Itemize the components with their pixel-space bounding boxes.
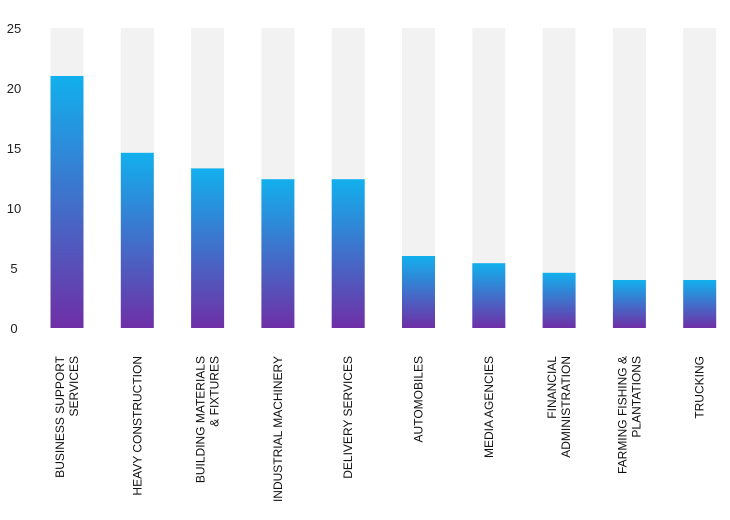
bar [50,76,84,328]
x-tick-label: ADMINISTRATION [559,356,573,458]
bar [261,179,295,328]
x-tick-label: & FIXTURES [208,356,222,427]
bar [191,168,225,328]
x-tick-label: SERVICES [67,356,81,416]
x-tick-label: HEAVY CONSTRUCTION [130,356,144,496]
y-tick-label: 25 [7,21,21,36]
x-tick-label: PLANTATIONS [629,356,643,438]
y-tick-label: 15 [7,141,21,156]
bar-background [683,28,717,328]
x-axis: BUSINESS SUPPORT SERVICES HEAVY CONSTRUCTI… [53,355,707,502]
x-tick-label: FARMING FISHING & [615,356,629,474]
x-tick-label: AUTOMOBILES [412,356,426,442]
bar [683,280,717,328]
plot-area [50,28,717,328]
x-tick-label: INDUSTRIAL MACHINERY [271,356,285,502]
bar [542,272,576,328]
bar [331,179,365,328]
bar [472,263,506,328]
bar-background [612,28,646,328]
x-tick-label: MEDIA AGENCIES [482,356,496,458]
bar [612,280,646,328]
y-tick-label: 5 [10,261,17,276]
bar [120,152,154,328]
x-tick-label: FINANCIAL [545,356,559,419]
y-axis: 0 5 10 15 20 25 [7,21,21,336]
y-tick-label: 10 [7,201,21,216]
bar [402,256,435,328]
x-tick-label: TRUCKING [693,356,707,419]
x-tick-label: DELIVERY SERVICES [341,356,355,479]
x-tick-label: BUILDING MATERIALS [194,356,208,483]
y-tick-label: 20 [7,81,21,96]
x-tick-label: BUSINESS SUPPORT [53,355,67,477]
y-tick-label: 0 [10,321,17,336]
